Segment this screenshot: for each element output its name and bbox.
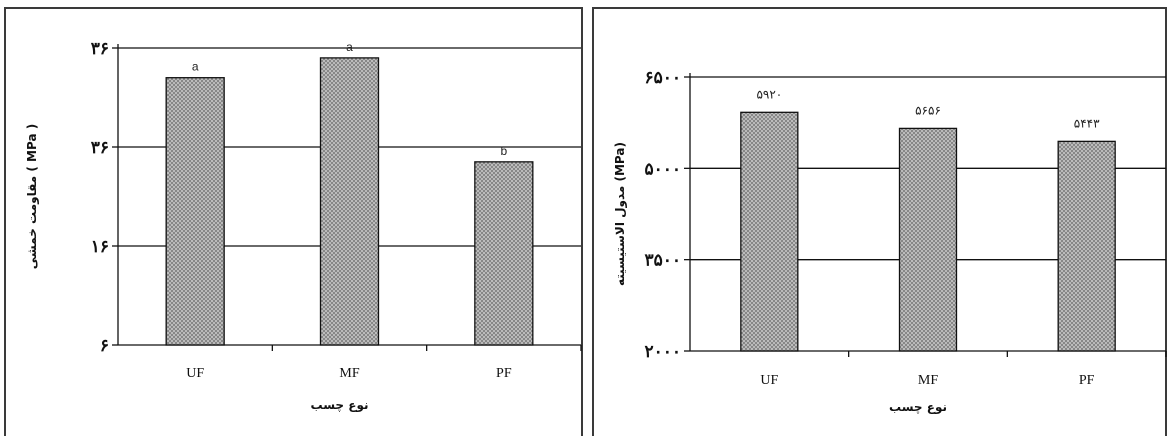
data-label: b bbox=[500, 144, 507, 158]
data-label: a bbox=[192, 60, 199, 74]
x-category-label: PF bbox=[496, 366, 512, 381]
y-tick-label: ۳۶ bbox=[91, 138, 109, 158]
x-category-label: MF bbox=[918, 373, 938, 388]
y-axis-title: مقاومت خمشی ( MPa ) bbox=[25, 124, 40, 269]
chart-panel-modulus-elasticity: ۲۰۰۰ ۳۵۰۰ ۵۰۰۰ ۶۵۰۰ UF ۵۹۲۰ MF ۵۶۵۶ PF ۵۴۴۳ نوع چس… bbox=[592, 7, 1167, 436]
x-category-label: UF bbox=[186, 366, 204, 381]
y-tick-label: ۶۵۰۰ bbox=[644, 68, 681, 88]
data-label: ۵۹۲۰ bbox=[756, 87, 782, 101]
y-tick-label: ۳۶ bbox=[91, 39, 109, 59]
data-label: ۵۴۴۳ bbox=[1074, 116, 1100, 130]
chart-panel-bending-strength: ۶ ۱۶ ۳۶ ۳۶ UF a MF a PF b نوع چسب مقاومت خمشی ( MPa… bbox=[4, 7, 583, 436]
y-tick-label: ۵۰۰۰ bbox=[644, 159, 681, 179]
bar-mf bbox=[898, 127, 958, 352]
bar-mf bbox=[319, 57, 380, 346]
y-tick-label: ۲۰۰۰ bbox=[644, 342, 681, 362]
y-tick-label: ۶ bbox=[100, 336, 109, 356]
x-category-label: PF bbox=[1079, 373, 1095, 388]
x-axis-title: نوع چسب bbox=[889, 400, 947, 415]
bending-strength-chart: ۶ ۱۶ ۳۶ ۳۶ UF a MF a PF b نوع چسب مقاومت خمشی ( MPa… bbox=[25, 39, 582, 413]
bar-pf bbox=[474, 161, 534, 346]
x-axis-title: نوع چسب bbox=[311, 398, 369, 413]
x-category-label: UF bbox=[760, 373, 778, 388]
y-tick-label: ۱۶ bbox=[91, 237, 109, 257]
bar-pf bbox=[1057, 140, 1116, 352]
bar-uf bbox=[165, 77, 225, 346]
data-label: a bbox=[346, 40, 353, 54]
y-tick-label: ۳۵۰۰ bbox=[644, 251, 681, 271]
data-label: ۵۶۵۶ bbox=[915, 103, 941, 117]
modulus-elasticity-chart: ۲۰۰۰ ۳۵۰۰ ۵۰۰۰ ۶۵۰۰ UF ۵۹۲۰ MF ۵۶۵۶ PF ۵۴۴۳ نوع چس… bbox=[613, 68, 1167, 415]
y-axis-title: مدول الاستیسیته (MPa) bbox=[613, 142, 628, 286]
x-category-label: MF bbox=[339, 366, 359, 381]
bar-uf bbox=[740, 111, 799, 352]
